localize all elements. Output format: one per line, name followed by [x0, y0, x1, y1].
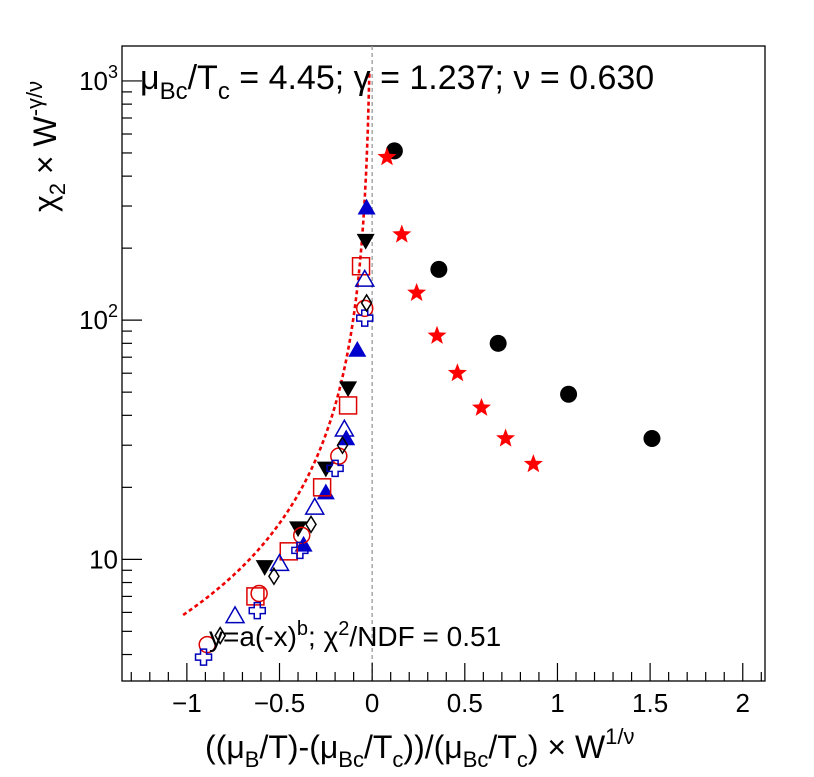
black-open-diamonds-point — [214, 626, 227, 645]
blue-open-crosses-point — [248, 601, 267, 620]
blue-open-triangles-point — [334, 418, 355, 437]
y-tick-label: 10 — [89, 544, 118, 574]
black-open-diamonds-point — [305, 514, 317, 534]
y-axis-label: χ2 × W-γ/ν — [22, 81, 70, 212]
red-stars-point — [427, 325, 447, 344]
red-open-squares-point — [279, 542, 299, 561]
x-tick-label: 0.5 — [447, 688, 483, 718]
black-open-diamonds-point — [268, 566, 280, 586]
red-open-squares-point — [246, 587, 265, 606]
black-circles-point — [489, 334, 507, 352]
red-stars-point — [447, 363, 467, 382]
blue-open-crosses-point — [326, 459, 344, 478]
blue-filled-triangles-point — [357, 198, 376, 215]
plot-frame — [121, 45, 766, 682]
y-tick-label: 102 — [79, 301, 118, 335]
black-filled-down-triangles-point — [356, 233, 375, 250]
axis-ticks: −1 −0.5 0 0.5 1 1.5 2 10 102 103 — [79, 62, 762, 718]
red-stars-point — [523, 454, 543, 473]
black-circles-point — [430, 260, 448, 278]
black-open-diamonds-point — [336, 435, 349, 455]
x-tick-label: 1.5 — [632, 688, 668, 718]
blue-open-crosses-point — [355, 309, 374, 327]
red-stars-point — [496, 428, 516, 447]
blue-open-triangles-point — [304, 496, 326, 515]
x-tick-label: −0.5 — [254, 688, 305, 718]
blue-filled-triangles-point — [337, 429, 356, 446]
red-open-squares-point — [312, 478, 332, 497]
red-open-circles-point — [250, 584, 268, 603]
red-open-squares-point — [351, 257, 371, 276]
x-axis-label: ((μB/T)-(μBc/Tc))/(μBc/Tc) × W1/ν — [205, 724, 635, 772]
black-circles-point — [643, 430, 661, 448]
x-tick-label: 1 — [550, 688, 564, 718]
x-tick-label: 2 — [736, 688, 750, 718]
fit-curve — [182, 72, 371, 617]
red-stars-point — [392, 224, 412, 243]
blue-open-crosses-point — [194, 648, 213, 666]
red-open-circles-point — [355, 299, 374, 318]
data-points — [194, 142, 661, 666]
y-tick-label: 103 — [79, 62, 118, 96]
red-stars-point — [377, 147, 397, 166]
params-annotation: μBc/Tc = 4.45; γ = 1.237; ν = 0.630 — [140, 59, 654, 105]
blue-open-triangles-point — [354, 268, 376, 287]
fit-curve-line — [182, 72, 371, 617]
black-filled-down-triangles-point — [289, 521, 308, 538]
red-open-squares-point — [338, 396, 358, 415]
black-filled-down-triangles-point — [339, 381, 358, 398]
red-open-circles-point — [292, 526, 311, 545]
x-tick-label: −1 — [172, 688, 202, 718]
black-filled-down-triangles-point — [255, 560, 274, 576]
red-stars-point — [471, 397, 491, 416]
red-stars-point — [407, 282, 427, 301]
blue-open-triangles-point — [269, 553, 290, 572]
blue-open-triangles-point — [224, 605, 246, 624]
fit-annotation: y=a(-x)b; χ2/NDF = 0.51 — [209, 618, 501, 652]
x-tick-label: 0 — [365, 688, 379, 718]
black-circles-point — [560, 385, 578, 403]
blue-filled-triangles-point — [316, 483, 335, 500]
blue-open-crosses-point — [291, 541, 309, 560]
black-open-diamonds-point — [360, 293, 373, 313]
blue-filled-triangles-point — [348, 341, 367, 357]
